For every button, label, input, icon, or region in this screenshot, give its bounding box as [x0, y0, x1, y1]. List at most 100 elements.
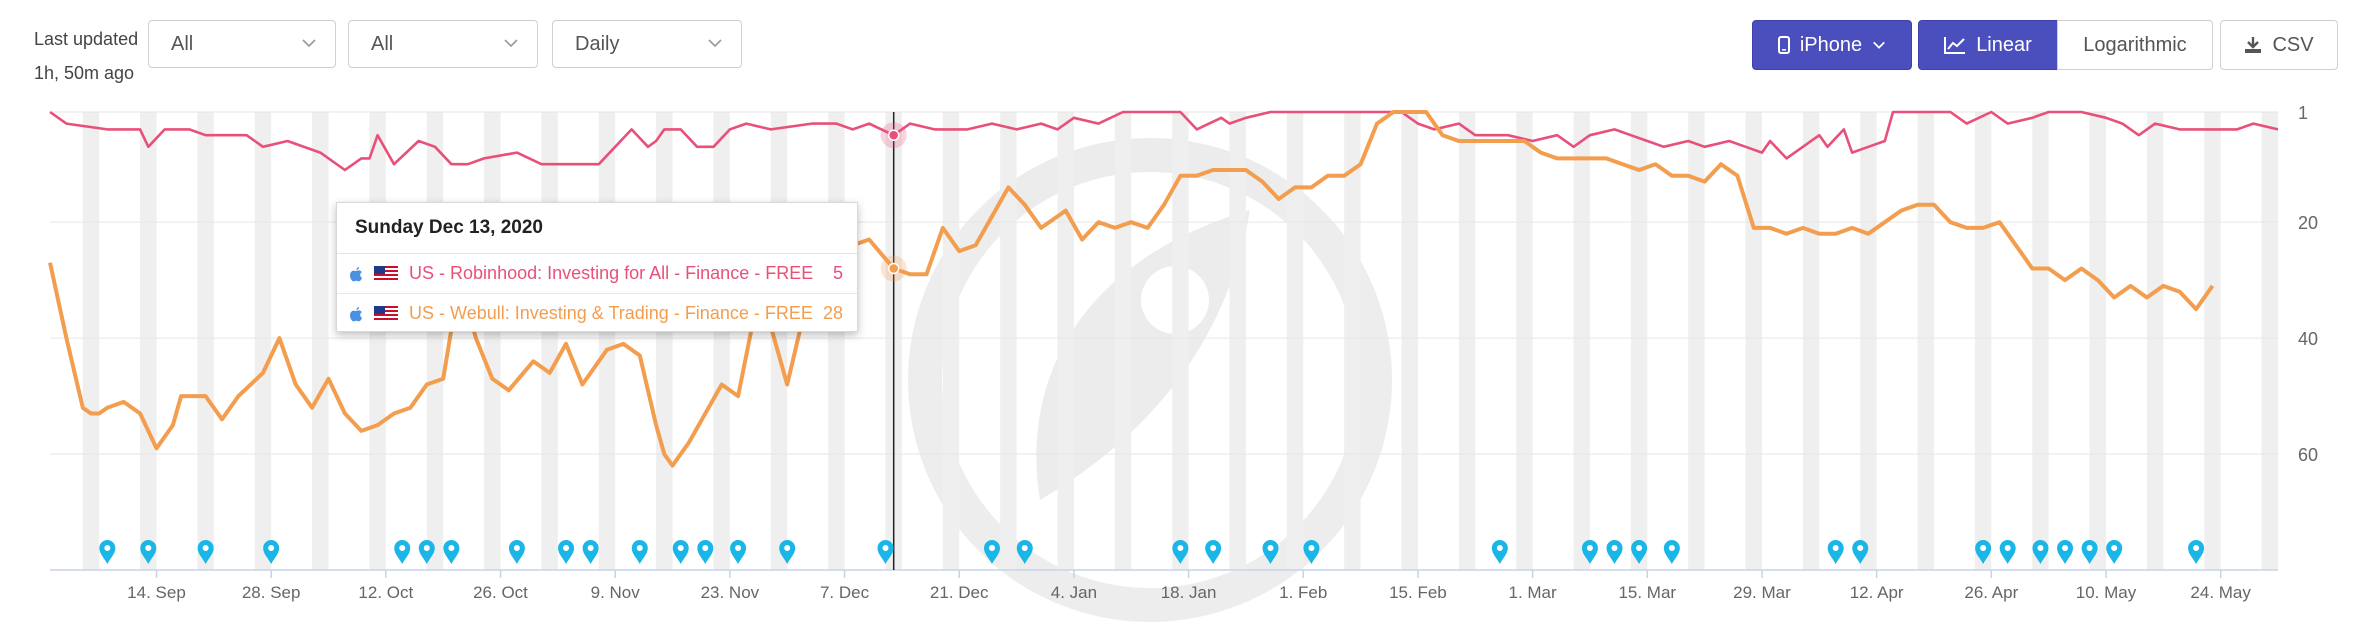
- pin-hole: [448, 545, 455, 551]
- x-tick-label: 15. Mar: [1618, 583, 1676, 602]
- device-dropdown-button[interactable]: iPhone: [1752, 20, 1912, 70]
- x-tick-label: 7. Dec: [820, 583, 870, 602]
- location-pin-icon: [582, 540, 599, 564]
- location-pin-icon: [394, 540, 411, 564]
- weekend-band: [1229, 112, 1246, 570]
- chevron-down-icon: [1873, 41, 1886, 49]
- category-filter-value: All: [371, 33, 394, 55]
- pin-hole: [2062, 545, 2069, 551]
- x-tick-label: 26. Oct: [473, 583, 528, 602]
- pin-hole: [1636, 545, 1643, 551]
- pin-body: [1262, 540, 1279, 564]
- location-pin-icon: [877, 540, 894, 564]
- pin-body: [2032, 540, 2049, 564]
- pin-hole: [1668, 545, 1675, 551]
- tooltip-series-value: 28: [822, 303, 843, 323]
- pin-hole: [636, 545, 643, 551]
- category-filter-dropdown[interactable]: All: [348, 20, 538, 68]
- pin-hole: [702, 545, 709, 551]
- location-pin-icon: [1205, 540, 1222, 564]
- x-tick-label: 18. Jan: [1161, 583, 1217, 602]
- hover-point: [887, 262, 900, 275]
- location-pin-icon: [2188, 540, 2205, 564]
- weekend-band: [1630, 112, 1648, 570]
- csv-export-button[interactable]: CSV: [2220, 20, 2338, 70]
- pin-body: [1631, 540, 1648, 564]
- pin-body: [1581, 540, 1598, 564]
- weekend-band: [942, 112, 960, 570]
- logarithmic-scale-button[interactable]: Logarithmic: [2057, 20, 2213, 70]
- location-pin-icon: [508, 540, 525, 564]
- location-pin-icon: [730, 540, 747, 564]
- pin-body: [558, 540, 575, 564]
- x-tick-label: 24. May: [2190, 583, 2251, 602]
- pin-body: [983, 540, 1000, 564]
- pin-body: [1172, 540, 1189, 564]
- weekend-band: [1344, 112, 1361, 570]
- pin-body: [394, 540, 411, 564]
- y-tick-label: 40: [2298, 329, 2318, 349]
- x-tick-label: 1. Mar: [1509, 583, 1558, 602]
- tooltip-series-label: US - Robinhood: Investing for All - Fina…: [409, 263, 814, 283]
- weekend-band: [484, 112, 501, 570]
- weekend-band: [369, 112, 386, 570]
- pin-body: [140, 540, 157, 564]
- pin-hole: [145, 545, 152, 551]
- location-pin-icon: [697, 540, 714, 564]
- weekend-bands: [82, 112, 2278, 570]
- x-tick-label: 9. Nov: [591, 583, 641, 602]
- weekend-band: [1974, 112, 1992, 570]
- x-tick-label: 28. Sep: [242, 583, 301, 602]
- pin-body: [418, 540, 435, 564]
- hover-tooltip: Sunday Dec 13, 2020 US - Robinhood: Inve…: [336, 202, 858, 332]
- x-tick-label: 23. Nov: [701, 583, 760, 602]
- pin-body: [779, 540, 796, 564]
- pin-body: [508, 540, 525, 564]
- series-line: [49, 110, 2279, 172]
- location-pin-icon: [1852, 540, 1869, 564]
- location-pin-icon: [418, 540, 435, 564]
- pin-hole: [104, 545, 111, 551]
- weekend-band: [1057, 112, 1074, 570]
- weekend-band: [254, 112, 272, 570]
- watermark-logo: [908, 138, 1392, 622]
- chevron-down-icon: [708, 39, 722, 48]
- location-pin-icon: [2032, 540, 2049, 564]
- pin-hole: [513, 545, 520, 551]
- location-pin-icon: [197, 540, 214, 564]
- linear-scale-button[interactable]: Linear: [1918, 20, 2058, 70]
- pin-hole: [202, 545, 209, 551]
- weekend-band: [140, 112, 157, 570]
- country-filter-dropdown[interactable]: All: [148, 20, 336, 68]
- granularity-dropdown[interactable]: Daily: [552, 20, 742, 68]
- device-button-label: iPhone: [1799, 33, 1863, 56]
- pin-hole: [1308, 545, 1315, 551]
- location-pin-icon: [983, 540, 1000, 564]
- pin-body: [697, 540, 714, 564]
- phone-icon: [1777, 36, 1790, 54]
- pin-hole: [1210, 545, 1217, 551]
- x-tick-label: 29. Mar: [1733, 583, 1791, 602]
- location-pin-icon: [140, 540, 157, 564]
- pin-body: [2081, 540, 2098, 564]
- pin-body: [1303, 540, 1320, 564]
- pin-hole: [988, 545, 995, 551]
- pin-hole: [1980, 545, 1987, 551]
- annotation-markers: [99, 540, 2205, 564]
- location-pin-icon: [2106, 540, 2123, 564]
- location-pin-icon: [1172, 540, 1189, 564]
- chevron-down-icon: [504, 39, 518, 48]
- logarithmic-button-label: Logarithmic: [2083, 33, 2187, 56]
- weekend-band: [2032, 112, 2049, 570]
- pin-body: [2188, 540, 2205, 564]
- pin-body: [263, 540, 280, 564]
- pin-body: [1205, 540, 1222, 564]
- pin-body: [1975, 540, 1992, 564]
- location-pin-icon: [1975, 540, 1992, 564]
- weekend-band: [82, 112, 100, 570]
- pin-hole: [587, 545, 594, 551]
- pin-body: [1663, 540, 1680, 564]
- weekend-band: [1688, 112, 1705, 570]
- weekend-band: [1286, 112, 1304, 570]
